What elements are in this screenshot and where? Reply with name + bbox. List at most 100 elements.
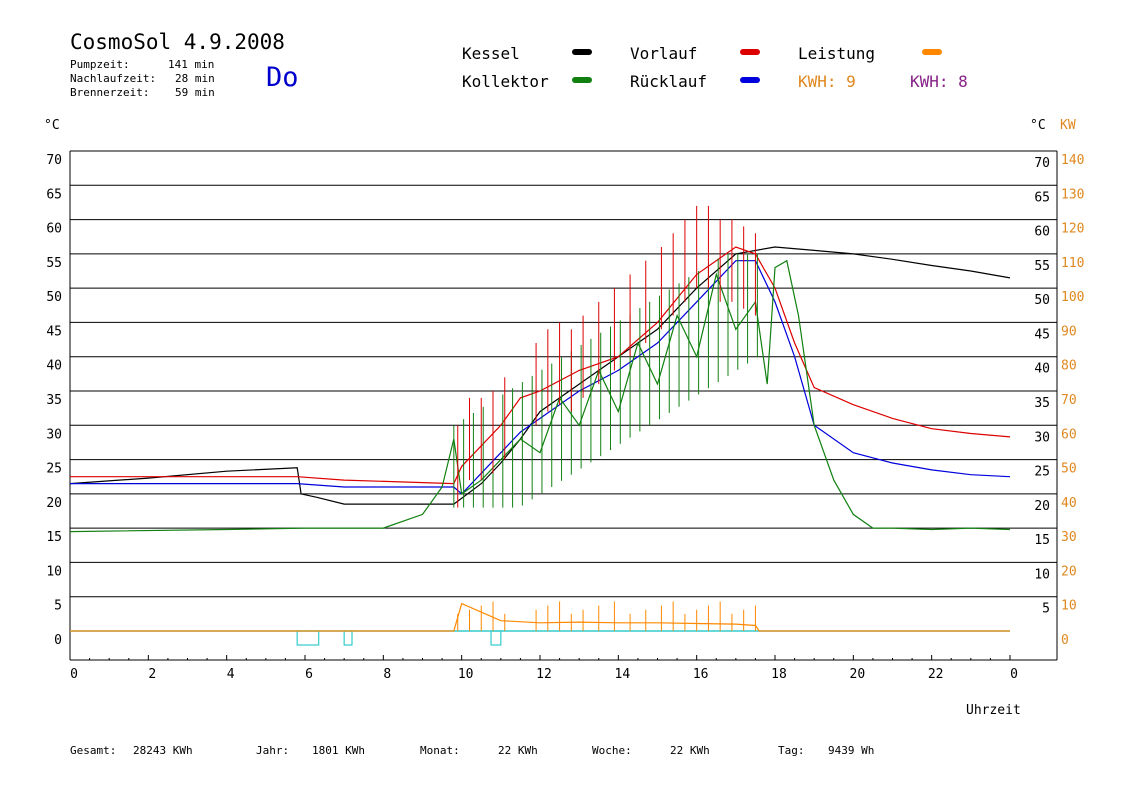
series-line-ruecklauf: [70, 260, 1011, 495]
y-tick-right-power: 10: [1061, 599, 1077, 614]
stat-pumpzeit-value: 141 min: [168, 58, 215, 71]
stat-pumpzeit-label: Pumpzeit:: [70, 58, 130, 71]
y-tick-left: 70: [46, 153, 62, 168]
y-tick-left: 45: [46, 324, 62, 339]
x-tick-label: 18: [771, 667, 787, 682]
x-axis-label: Uhrzeit: [966, 703, 1021, 718]
legend-swatch-vorlauf: [740, 49, 760, 55]
legend-kwh2-label: KWH: 8: [910, 72, 968, 91]
legend-ruecklauf-label: Rücklauf: [630, 72, 708, 91]
footer-tag-value: 9439 Wh: [828, 744, 875, 757]
x-tick-label: 16: [693, 667, 709, 682]
legend-vorlauf-label: Vorlauf: [630, 44, 698, 63]
y-tick-right-temp: 30: [1034, 430, 1050, 445]
y-tick-right-power: 60: [1061, 427, 1077, 442]
y-tick-right-power: 80: [1061, 359, 1077, 374]
y-tick-right-temp: 60: [1034, 225, 1050, 240]
y-axis-label-right-temp: °C: [1030, 118, 1046, 133]
x-tick-label: 12: [536, 667, 552, 682]
legend-swatch-leistung: [922, 49, 942, 55]
y-tick-right-power: 90: [1061, 324, 1077, 339]
status-box: [490, 630, 502, 646]
series-line-leistung: [70, 602, 1010, 632]
x-tick-label: 14: [615, 667, 631, 682]
y-tick-right-power: 100: [1061, 290, 1084, 305]
x-tick-label: 0: [1010, 667, 1018, 682]
status-box: [296, 630, 320, 646]
x-tick-label: 20: [850, 667, 866, 682]
legend-leistung-label: Leistung: [798, 44, 876, 63]
series-line-kessel: [69, 246, 1011, 505]
x-tick-label: 10: [458, 667, 474, 682]
y-tick-left: 25: [46, 462, 62, 477]
y-axis-label-left: °C: [44, 118, 60, 133]
y-tick-right-temp: 40: [1034, 362, 1050, 377]
y-tick-left: 10: [46, 564, 62, 579]
footer-jahr-value: 1801 KWh: [312, 744, 365, 757]
y-tick-right-temp: 55: [1034, 259, 1050, 274]
y-tick-left: 35: [46, 393, 62, 408]
footer-woche-value: 22 KWh: [670, 744, 710, 757]
footer-tag-label: Tag:: [778, 744, 805, 757]
y-tick-right-power: 20: [1061, 564, 1077, 579]
footer-jahr-label: Jahr:: [256, 744, 290, 757]
y-tick-right-power: 130: [1061, 187, 1084, 202]
y-tick-right-temp: 5: [1042, 602, 1050, 617]
legend-kwh1-label: KWH: 9: [798, 72, 856, 91]
y-tick-right-temp: 50: [1034, 293, 1050, 308]
y-tick-right-power: 50: [1061, 462, 1077, 477]
y-tick-left: 60: [46, 222, 62, 237]
y-tick-right-temp: 15: [1034, 533, 1050, 548]
y-tick-right-temp: 20: [1034, 499, 1050, 514]
x-tick-label: 4: [227, 667, 235, 682]
weekday-label: Do: [266, 62, 299, 93]
y-tick-right-power: 110: [1061, 256, 1084, 271]
footer-gesamt-label: Gesamt:: [70, 744, 117, 757]
legend-kollektor-label: Kollektor: [462, 72, 549, 91]
y-tick-left: 55: [46, 256, 62, 271]
y-tick-right-temp: 70: [1034, 156, 1050, 171]
y-tick-left: 5: [54, 599, 62, 614]
y-tick-right-temp: 10: [1034, 567, 1050, 582]
x-tick-label: 22: [928, 667, 944, 682]
y-tick-right-temp: 25: [1034, 465, 1050, 480]
footer-gesamt-value: 28243 KWh: [133, 744, 193, 757]
legend-kessel-label: Kessel: [462, 44, 520, 63]
y-tick-left: 50: [46, 290, 62, 305]
y-tick-right-temp: 35: [1034, 396, 1050, 411]
y-axis-label-right-power: KW: [1060, 118, 1076, 133]
y-tick-right-power: 70: [1061, 393, 1077, 408]
stat-brennerzeit-label: Brennerzeit:: [70, 86, 150, 99]
stat-nachlaufzeit-label: Nachlaufzeit:: [70, 72, 157, 85]
y-tick-right-power: 40: [1061, 496, 1077, 511]
legend-swatch-kollektor: [572, 77, 592, 83]
y-tick-right-power: 140: [1061, 153, 1084, 168]
x-tick-label: 8: [383, 667, 391, 682]
stat-nachlaufzeit-value: 28 min: [175, 72, 215, 85]
y-tick-left: 40: [46, 359, 62, 374]
y-tick-right-temp: 45: [1034, 327, 1050, 342]
y-tick-left: 30: [46, 427, 62, 442]
series-line-vorlauf: [70, 246, 1011, 485]
y-tick-right-power: 30: [1061, 530, 1077, 545]
x-tick-label: 2: [148, 667, 156, 682]
legend-swatch-kessel: [572, 49, 592, 55]
y-tick-right-power: 0: [1061, 633, 1069, 648]
series-line-kollektor: [69, 259, 1011, 533]
x-tick-label: 6: [305, 667, 313, 682]
y-tick-left: 15: [46, 530, 62, 545]
y-tick-left: 0: [54, 633, 62, 648]
footer-monat-label: Monat:: [420, 744, 460, 757]
y-tick-right-power: 120: [1061, 222, 1084, 237]
legend-swatch-ruecklauf: [740, 77, 760, 83]
footer-woche-label: Woche:: [592, 744, 632, 757]
footer-monat-value: 22 KWh: [498, 744, 538, 757]
stat-brennerzeit-value: 59 min: [175, 86, 215, 99]
y-tick-left: 20: [46, 496, 62, 511]
chart-title: CosmoSol 4.9.2008: [70, 30, 285, 54]
status-box: [343, 630, 353, 646]
x-tick-label: 0: [70, 667, 78, 682]
y-tick-right-temp: 65: [1034, 190, 1050, 205]
y-tick-left: 65: [46, 187, 62, 202]
